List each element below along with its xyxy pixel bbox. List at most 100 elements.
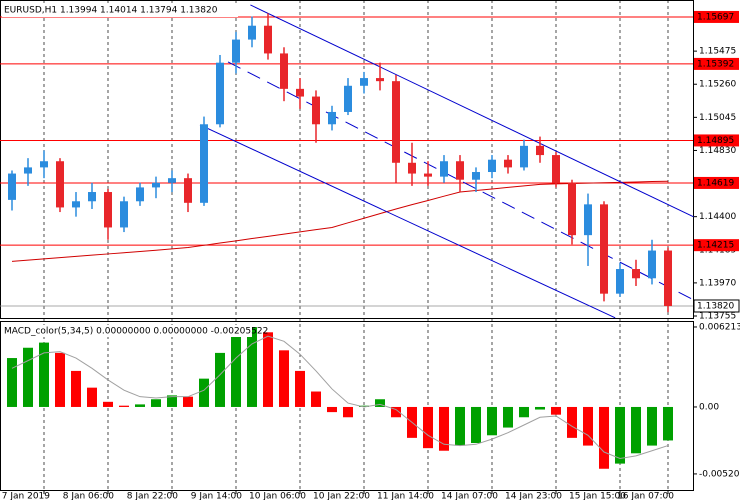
macd-bar [663,406,673,441]
level-tag [694,134,739,147]
macd-bar [423,406,433,449]
macd-bar [39,342,49,407]
title-bg [2,4,238,17]
x-tick-label: 11 Jan 14:00 [377,492,434,500]
level-tag [694,10,739,23]
macd-bar [263,332,273,407]
candle-body [216,62,224,125]
macd-bar [103,401,113,407]
channel-line [199,124,616,319]
y-tick-label: 1.14830 [699,146,736,156]
candle-body [648,250,656,279]
candle-body [200,124,208,203]
macd-bar [231,334,241,407]
macd-bar [599,406,609,469]
x-tick-label: 10 Jan 06:00 [249,492,306,500]
macd-bar [279,350,289,407]
macd-bar [7,358,17,407]
x-tick-label: 7 Jan 2019 [2,492,50,500]
current-price-tag [693,299,740,313]
macd-bar [615,406,625,464]
macd-bar [583,406,593,446]
y-tick-label: 1.13970 [699,278,736,288]
candle-body [360,78,368,86]
candle-body [504,159,512,168]
main-panel [0,0,694,319]
candle-body [392,81,400,163]
macd-panel [0,321,694,491]
candle-body [488,159,496,173]
x-tick-label: 15 Jan 15:00 [569,492,626,500]
candle-body [280,53,288,89]
candle-body [424,173,432,177]
x-tick-label: 10 Jan 22:00 [313,492,370,500]
level-tag [694,239,739,252]
candle-body [472,172,480,180]
candle-body [600,204,608,294]
channel-line [250,4,694,218]
macd-bar [119,405,129,407]
macd-bar [183,396,193,407]
level-tag [694,176,739,189]
macd-bar [647,406,657,446]
candle-body [56,161,64,208]
macd-bar [311,391,321,407]
level-label: 1.14895 [697,136,734,146]
candle-body [328,111,336,125]
y-tick-label: 1.14400 [699,212,736,222]
candle-body [296,88,304,97]
y-tick-label: 1.15260 [699,80,736,90]
current-price-label: 1.13820 [697,301,734,311]
candle-body [536,145,544,156]
candle-body [40,161,48,168]
macd-bar [247,327,257,407]
candle-body [632,269,640,279]
candle-body [184,178,192,203]
macd-bar [375,399,385,407]
macd-bar [167,395,177,407]
macd-bar [359,405,369,407]
y-tick-label: 0.00 [699,402,719,412]
level-label: 1.14215 [697,241,734,251]
level-label: 1.15697 [697,12,734,22]
macd-bar [87,387,97,407]
x-tick-label: 14 Jan 23:00 [505,492,562,500]
macd-bar [567,406,577,438]
x-tick-label: 14 Jan 07:00 [441,492,498,500]
candle-body [152,182,160,188]
candle-body [456,161,464,180]
x-tick-label: 16 Jan 07:00 [617,492,674,500]
macd-bar [391,406,401,418]
y-tick-label: 1.13755 [699,311,736,321]
chart-title: EURUSD,H1 1.13994 1.14014 1.13794 1.1382… [4,6,218,16]
candle-body [312,96,320,125]
candle-body [120,201,128,228]
candle-body [376,78,384,82]
y-tick-label: -0.005201 [699,469,740,479]
level-label: 1.15392 [697,59,734,69]
macd-bar [439,406,449,451]
candle-body [104,192,112,228]
macd-signal [11,335,669,459]
candle-body [8,173,16,200]
candle-body [88,192,96,202]
candle-body [440,161,448,177]
macd-bar [343,406,353,418]
candle-body [72,201,80,208]
candle-body [568,182,576,236]
macd-bar [535,406,545,410]
macd-bar [295,370,305,407]
macd-bar [55,352,65,407]
y-tick-label: 1.15045 [699,113,736,123]
candle-body [552,155,560,183]
candle-body [24,167,32,174]
macd-bar [199,378,209,407]
y-tick-label: 0.0062133 [699,322,740,332]
macd-bar [71,370,81,407]
candle-body [168,178,176,183]
macd-bar [455,406,465,446]
candle-body [520,145,528,168]
